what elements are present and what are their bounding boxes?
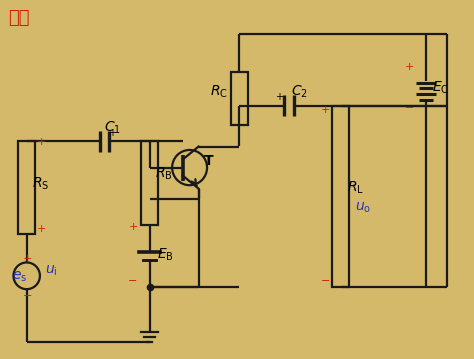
Bar xyxy=(332,106,349,287)
Text: −: − xyxy=(23,291,32,301)
Text: +: + xyxy=(405,62,414,72)
Text: +: + xyxy=(23,253,32,264)
Text: +: + xyxy=(321,105,330,115)
Bar xyxy=(18,141,35,234)
Text: $E_{\rm C}$: $E_{\rm C}$ xyxy=(432,79,449,96)
Bar xyxy=(141,141,158,225)
Text: $u_{\rm o}$: $u_{\rm o}$ xyxy=(355,200,371,215)
Text: +: + xyxy=(37,224,46,234)
Text: −: − xyxy=(321,276,330,286)
Text: +: + xyxy=(108,128,116,137)
Text: +: + xyxy=(275,92,283,102)
Text: $R_{\rm S}$: $R_{\rm S}$ xyxy=(32,176,50,192)
Text: −: − xyxy=(405,103,414,113)
Text: $C_{\rm 2}$: $C_{\rm 2}$ xyxy=(292,83,308,99)
Text: $u_{\rm i}$: $u_{\rm i}$ xyxy=(45,264,57,278)
Text: +: + xyxy=(37,137,46,147)
Text: $R_{\rm C}$: $R_{\rm C}$ xyxy=(210,84,228,101)
Text: 电路: 电路 xyxy=(8,9,29,27)
Text: T: T xyxy=(204,154,214,168)
Text: +: + xyxy=(128,222,137,232)
Text: $e_{\rm s}$: $e_{\rm s}$ xyxy=(11,270,27,284)
Text: −: − xyxy=(128,276,137,286)
Text: $R_{\rm L}$: $R_{\rm L}$ xyxy=(346,180,364,196)
Bar xyxy=(231,72,248,125)
Text: $R_{\rm B}$: $R_{\rm B}$ xyxy=(155,165,173,182)
Text: $E_{\rm B}$: $E_{\rm B}$ xyxy=(156,246,173,262)
Text: $C_{\rm 1}$: $C_{\rm 1}$ xyxy=(104,120,121,136)
